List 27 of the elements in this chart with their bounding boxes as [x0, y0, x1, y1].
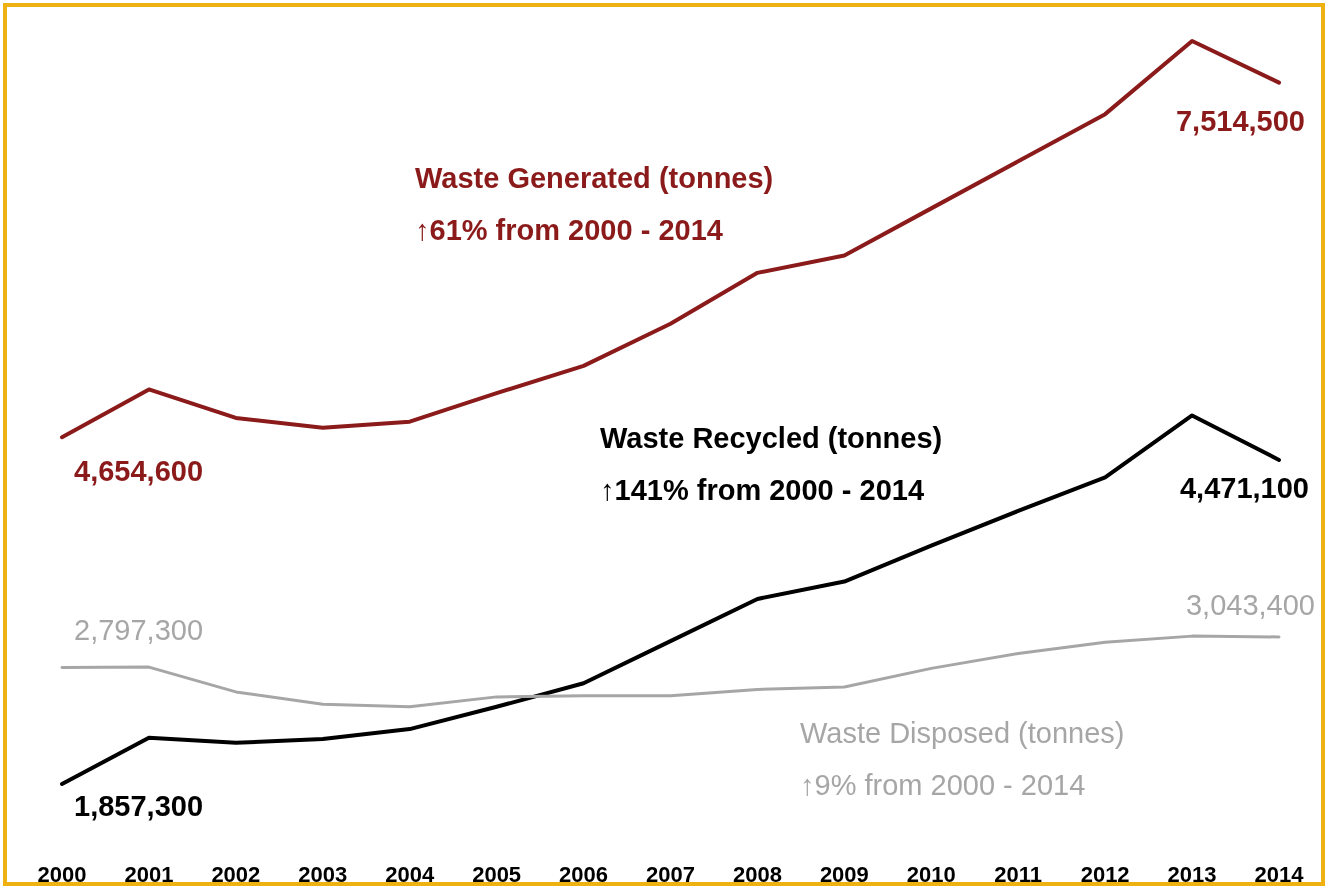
- text: Waste Recycled (tonnes): [600, 422, 943, 454]
- annotation: ↑9% from 2000 - 2014: [800, 769, 1086, 801]
- data-label: 4,471,100: [1179, 471, 1309, 504]
- x-tick-label: 2009: [819, 862, 869, 887]
- x-tick-label: 2005: [472, 862, 522, 887]
- x-tick-label: 2012: [1080, 862, 1130, 887]
- data-label: 3,043,400: [1185, 588, 1315, 621]
- x-tick-label: 2004: [385, 862, 435, 887]
- annotation: ↑61% from 2000 - 2014: [415, 214, 723, 246]
- x-tick-label: 2003: [298, 862, 348, 887]
- x-tick-label: 2014: [1254, 862, 1305, 887]
- x-tick-label: 2007: [646, 862, 695, 887]
- x-tick-label: 2010: [906, 862, 956, 887]
- data-label: 1,857,300: [74, 790, 204, 822]
- data-label: 4,654,600: [74, 455, 204, 488]
- annotation: ↑141% from 2000 - 2014: [600, 474, 925, 506]
- x-tick-label: 2011: [994, 862, 1043, 887]
- series-label: Waste Disposed (tonnes): [800, 717, 1125, 749]
- x-tick-label: 2000: [37, 862, 87, 887]
- x-tick-label: 2002: [211, 862, 261, 887]
- x-tick-label: 2013: [1167, 862, 1217, 887]
- data-label: 2,797,300: [74, 614, 204, 647]
- x-tick-label: 2006: [559, 862, 609, 887]
- x-tick-label: 2008: [732, 862, 782, 887]
- text: Waste Generated (tonnes): [415, 162, 774, 194]
- data-label: 7,514,500: [1175, 104, 1305, 137]
- x-tick-label: 2001: [124, 862, 174, 887]
